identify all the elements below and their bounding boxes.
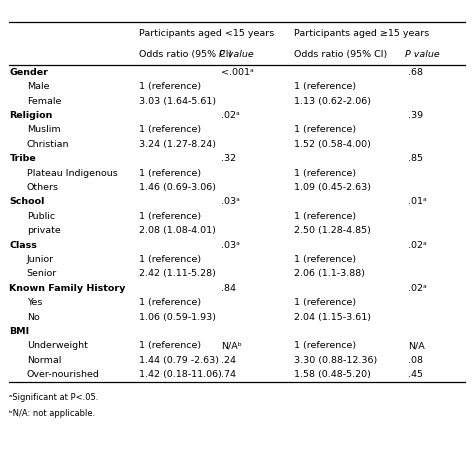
Text: Christian: Christian	[27, 140, 69, 149]
Text: 1 (reference): 1 (reference)	[294, 212, 356, 221]
Text: 1 (reference): 1 (reference)	[139, 341, 201, 350]
Text: 1 (reference): 1 (reference)	[139, 255, 201, 264]
Text: Over-nourished: Over-nourished	[27, 370, 100, 379]
Text: Gender: Gender	[9, 68, 48, 77]
Text: 1.09 (0.45-2.63): 1.09 (0.45-2.63)	[294, 183, 371, 192]
Text: 1 (reference): 1 (reference)	[294, 255, 356, 264]
Text: .45: .45	[408, 370, 423, 379]
Text: 2.50 (1.28-4.85): 2.50 (1.28-4.85)	[294, 226, 371, 235]
Text: 1 (reference): 1 (reference)	[294, 341, 356, 350]
Text: P value: P value	[219, 50, 254, 59]
Text: 1 (reference): 1 (reference)	[139, 125, 201, 134]
Text: 1 (reference): 1 (reference)	[294, 168, 356, 177]
Text: 3.30 (0.88-12.36): 3.30 (0.88-12.36)	[294, 356, 377, 365]
Text: Participants aged ≥15 years: Participants aged ≥15 years	[294, 29, 429, 38]
Text: .32: .32	[221, 154, 236, 163]
Text: 2.06 (1.1-3.88): 2.06 (1.1-3.88)	[294, 269, 365, 278]
Text: .68: .68	[408, 68, 423, 77]
Text: Religion: Religion	[9, 111, 53, 120]
Text: 3.03 (1.64-5.61): 3.03 (1.64-5.61)	[139, 97, 216, 106]
Text: private: private	[27, 226, 61, 235]
Text: 1.42 (0.18-11.06): 1.42 (0.18-11.06)	[139, 370, 222, 379]
Text: 1.52 (0.58-4.00): 1.52 (0.58-4.00)	[294, 140, 371, 149]
Text: .02ᵃ: .02ᵃ	[408, 241, 427, 250]
Text: Public: Public	[27, 212, 55, 221]
Text: .02ᵃ: .02ᵃ	[221, 111, 240, 120]
Text: <.001ᵃ: <.001ᵃ	[221, 68, 254, 77]
Text: .01ᵃ: .01ᵃ	[408, 197, 427, 207]
Text: Class: Class	[9, 241, 37, 250]
Text: Yes: Yes	[27, 298, 42, 307]
Text: .03ᵃ: .03ᵃ	[221, 197, 240, 207]
Text: 2.42 (1.11-5.28): 2.42 (1.11-5.28)	[139, 269, 216, 278]
Text: .39: .39	[408, 111, 423, 120]
Text: 1.58 (0.48-5.20): 1.58 (0.48-5.20)	[294, 370, 371, 379]
Text: P value: P value	[405, 50, 440, 59]
Text: .85: .85	[408, 154, 423, 163]
Text: .08: .08	[408, 356, 423, 365]
Text: 3.24 (1.27-8.24): 3.24 (1.27-8.24)	[139, 140, 216, 149]
Text: 1 (reference): 1 (reference)	[294, 125, 356, 134]
Text: 1 (reference): 1 (reference)	[139, 212, 201, 221]
Text: 1 (reference): 1 (reference)	[139, 168, 201, 177]
Text: Odds ratio (95% CI): Odds ratio (95% CI)	[294, 50, 387, 59]
Text: .24: .24	[221, 356, 236, 365]
Text: N/A: N/A	[408, 341, 424, 350]
Text: School: School	[9, 197, 45, 207]
Text: .84: .84	[221, 284, 236, 293]
Text: BMI: BMI	[9, 327, 29, 336]
Text: Known Family History: Known Family History	[9, 284, 126, 293]
Text: Normal: Normal	[27, 356, 61, 365]
Text: Underweight: Underweight	[27, 341, 88, 350]
Text: 1.06 (0.59-1.93): 1.06 (0.59-1.93)	[139, 313, 216, 321]
Text: Female: Female	[27, 97, 61, 106]
Text: .74: .74	[221, 370, 236, 379]
Text: Others: Others	[27, 183, 59, 192]
Text: Junior: Junior	[27, 255, 54, 264]
Text: N/Aᵇ: N/Aᵇ	[221, 341, 242, 350]
Text: .03ᵃ: .03ᵃ	[221, 241, 240, 250]
Text: Male: Male	[27, 82, 49, 91]
Text: .02ᵃ: .02ᵃ	[408, 284, 427, 293]
Text: 2.08 (1.08-4.01): 2.08 (1.08-4.01)	[139, 226, 216, 235]
Text: No: No	[27, 313, 39, 321]
Text: 1 (reference): 1 (reference)	[294, 298, 356, 307]
Text: Senior: Senior	[27, 269, 57, 278]
Text: Participants aged <15 years: Participants aged <15 years	[139, 29, 274, 38]
Text: Tribe: Tribe	[9, 154, 36, 163]
Text: 1.13 (0.62-2.06): 1.13 (0.62-2.06)	[294, 97, 371, 106]
Text: Odds ratio (95% CI): Odds ratio (95% CI)	[139, 50, 232, 59]
Text: Muslim: Muslim	[27, 125, 60, 134]
Text: 1.46 (0.69-3.06): 1.46 (0.69-3.06)	[139, 183, 216, 192]
Text: ᵃSignificant at P<.05.: ᵃSignificant at P<.05.	[9, 392, 99, 401]
Text: 2.04 (1.15-3.61): 2.04 (1.15-3.61)	[294, 313, 371, 321]
Text: ᵇN/A: not applicable.: ᵇN/A: not applicable.	[9, 409, 96, 418]
Text: 1 (reference): 1 (reference)	[294, 82, 356, 91]
Text: 1.44 (0.79 -2.63): 1.44 (0.79 -2.63)	[139, 356, 219, 365]
Text: Plateau Indigenous: Plateau Indigenous	[27, 168, 118, 177]
Text: 1 (reference): 1 (reference)	[139, 82, 201, 91]
Text: 1 (reference): 1 (reference)	[139, 298, 201, 307]
